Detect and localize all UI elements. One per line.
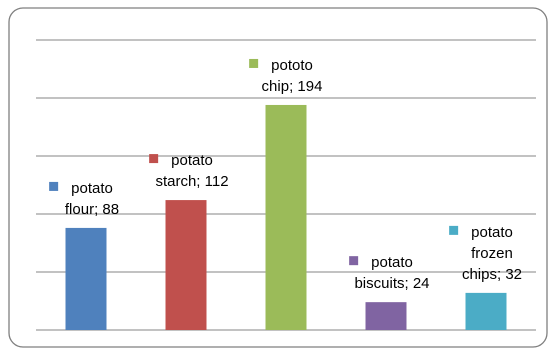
- data-label-4-line-0: potato: [471, 224, 513, 241]
- bar-2: [265, 104, 307, 331]
- legend-key-1: [149, 154, 159, 164]
- bar-4: [465, 292, 507, 330]
- bar-0: [65, 227, 107, 330]
- data-label-1: potato starch; 112: [149, 152, 229, 190]
- bars: [65, 104, 507, 331]
- data-label-4-line-1: frozen: [471, 245, 513, 262]
- bar-3: [365, 302, 407, 330]
- legend-key-3: [349, 256, 359, 266]
- legend-key-0: [49, 181, 59, 191]
- data-label-0-line-0: potato: [71, 180, 113, 197]
- data-label-0: potato flour; 88: [49, 180, 119, 218]
- legend-key-2: [249, 58, 259, 68]
- data-label-3-line-1: biscuits; 24: [354, 275, 429, 292]
- data-label-3-line-0: potato: [371, 254, 413, 271]
- data-label-4: potato frozen chips; 32: [449, 224, 522, 283]
- data-label-4-line-2: chips; 32: [462, 266, 522, 283]
- data-label-2-line-0: pototo: [271, 57, 313, 74]
- data-label-2-line-1: chip; 194: [262, 78, 323, 95]
- data-label-2: pototo chip; 194: [249, 57, 322, 95]
- data-label-3: potato biscuits; 24: [349, 254, 430, 292]
- bar-1: [165, 200, 207, 330]
- data-label-1-line-0: potato: [171, 152, 213, 169]
- data-label-0-line-1: flour; 88: [65, 201, 119, 218]
- data-labels: potato flour; 88 potato starch; 112 pototo ch…: [49, 57, 522, 292]
- legend-key-4: [449, 225, 459, 235]
- data-label-1-line-1: starch; 112: [155, 173, 228, 190]
